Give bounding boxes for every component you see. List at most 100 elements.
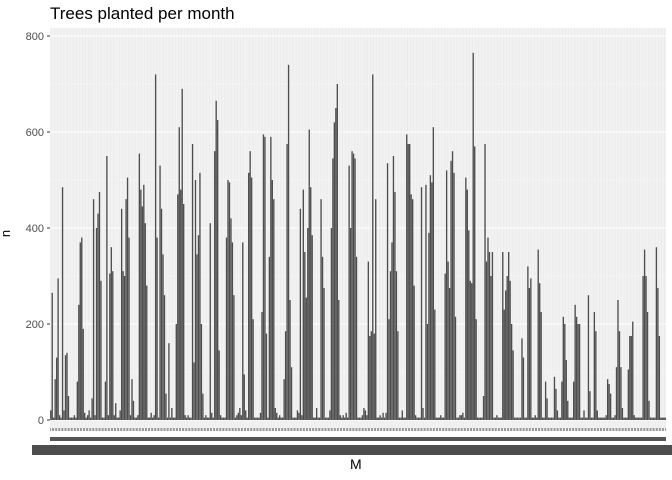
x-axis-title: M [350,456,362,472]
bar [321,256,324,420]
bar [378,417,380,420]
bar [611,417,613,420]
bar [330,228,333,420]
bar [250,177,253,420]
bar [152,417,154,420]
bar [120,208,123,420]
bar [280,417,282,420]
bar [397,331,399,420]
bar [209,223,211,420]
bar [366,415,368,420]
bar [338,300,340,420]
bar [116,417,118,420]
bar [190,417,192,420]
bar [471,283,473,420]
bar [618,331,621,420]
bar [104,381,107,420]
bar [649,417,652,420]
bar [627,369,629,420]
bar [258,417,260,420]
bar [228,182,231,420]
bar [313,417,315,420]
bar [137,415,139,420]
bar [225,237,228,420]
bar [497,417,500,420]
bar [194,180,197,420]
bar [663,417,665,420]
bar [435,417,437,420]
y-tick-label: 800 [26,31,44,43]
bar [621,408,624,420]
bar [212,417,214,420]
bar [601,417,603,420]
bar [199,172,201,420]
bar [543,417,545,420]
bar [434,309,436,420]
bar [75,417,77,420]
bar [131,379,133,420]
bar [242,242,244,420]
bar [537,249,539,420]
bar [276,412,278,420]
bar [642,276,644,420]
bar [287,64,290,421]
bar [234,417,237,420]
bar [596,410,598,420]
bar [574,304,576,420]
bar [388,319,390,420]
bar [485,261,488,420]
bar [172,417,175,420]
bar [354,158,356,420]
bar [534,415,536,420]
bar [553,376,556,420]
bar [129,415,132,420]
bar [516,417,519,420]
bar [305,297,307,420]
bar [317,417,319,420]
bar [57,278,59,420]
bar [66,352,68,420]
bar [64,355,67,420]
bar [358,417,361,420]
bar [119,410,121,420]
bar [382,412,384,420]
bar [219,415,222,420]
bar [110,247,112,420]
bar [267,417,269,420]
bar [512,350,514,420]
bar [562,316,564,420]
y-tick-label: 0 [38,415,44,427]
bar [410,194,412,420]
bar [651,417,653,420]
bar [515,417,517,420]
y-axis: 0 200 400 600 800 [26,31,50,427]
bar [380,417,383,420]
bar [614,415,616,420]
bar [466,189,468,420]
bar [293,417,296,420]
bar [559,417,562,420]
bar [197,235,200,420]
bar [296,410,299,420]
bar [636,417,638,420]
bar [115,403,117,420]
bar [630,336,632,420]
bar [369,336,371,420]
bar [233,295,235,420]
bar [481,417,483,420]
bar [373,333,375,420]
bar [389,271,392,420]
bar [284,331,287,420]
bar [81,237,83,420]
bar [531,417,533,420]
bar [230,218,232,420]
bar [490,276,492,420]
bar [58,415,61,420]
bar [660,417,662,420]
bar [623,417,625,420]
bar [437,417,439,420]
bar [165,393,167,420]
bar [76,381,78,420]
bar [193,362,195,420]
bar [84,412,86,420]
